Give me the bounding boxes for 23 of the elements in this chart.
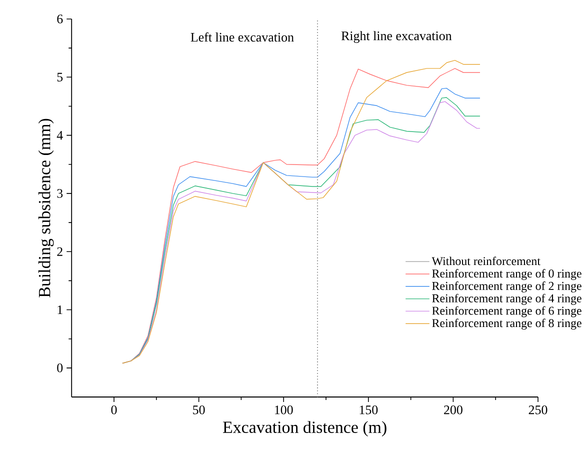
- x-tick-label: 100: [275, 406, 293, 414]
- legend-label: Reinforcement range of 8 ringe: [432, 318, 582, 330]
- annotation: Left line excavation: [190, 32, 294, 42]
- y-tick-label: 1: [58, 305, 62, 314]
- x-tick-label: 0: [111, 406, 117, 414]
- legend-label: Reinforcement range of 0 ringe: [432, 269, 582, 280]
- legend-label: Reinforcement range of 6 ringe: [432, 306, 582, 318]
- x-axis-title: Excavation distence (m): [222, 421, 386, 436]
- x-tick-label: 150: [360, 406, 378, 414]
- annotation: Right line excavation: [341, 31, 452, 43]
- x-tick-label: 50: [193, 406, 205, 414]
- y-tick-label: 4: [56, 131, 63, 140]
- y-tick-label: 3: [57, 189, 63, 198]
- y-axis-title: Building subsidence (mm): [38, 118, 54, 298]
- y-tick-label: 5: [57, 72, 63, 82]
- legend-label: Reinforcement range of 2 ringe: [432, 281, 582, 292]
- legend-label: Without reinforcement: [432, 256, 540, 266]
- x-tick-label: 250: [528, 406, 548, 414]
- legend-label: Reinforcement range of 4 ringe: [432, 294, 582, 305]
- y-tick-label: 0: [57, 364, 63, 372]
- x-tick-label: 200: [444, 406, 462, 414]
- y-tick-label: 6: [57, 14, 63, 24]
- y-tick-label: 2: [57, 247, 62, 256]
